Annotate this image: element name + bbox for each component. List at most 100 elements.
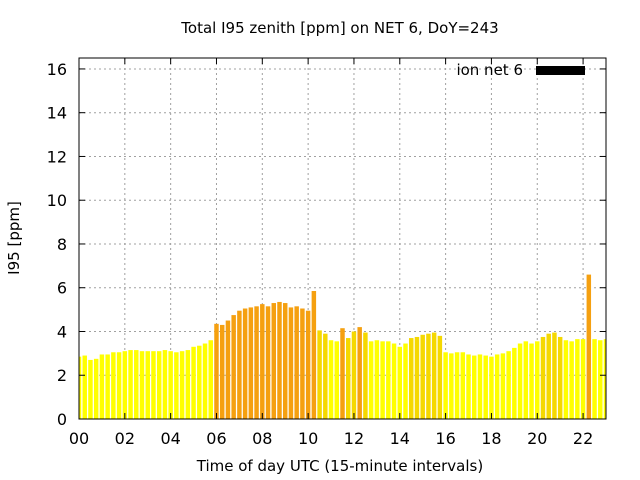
bar	[105, 354, 110, 419]
y-tick-label: 2	[57, 366, 67, 385]
bar	[99, 354, 105, 419]
x-tick-label: 18	[481, 429, 501, 448]
bar	[489, 356, 494, 419]
bar	[586, 274, 592, 419]
bar	[202, 343, 208, 419]
bar	[82, 355, 87, 419]
bar	[151, 351, 156, 419]
bar	[506, 351, 511, 419]
bar	[323, 333, 328, 419]
x-tick-label: 10	[298, 429, 318, 448]
bar	[145, 351, 150, 419]
bar	[139, 351, 145, 419]
bar	[517, 343, 523, 419]
bar	[254, 306, 259, 419]
bar	[403, 343, 408, 419]
bar	[300, 308, 305, 419]
chart-title: Total I95 zenith [ppm] on NET 6, DoY=243	[180, 19, 498, 37]
bar	[529, 343, 534, 419]
y-axis-label: I95 [ppm]	[5, 201, 23, 275]
bar	[477, 354, 483, 419]
bar	[282, 303, 288, 419]
y-tick-label: 0	[57, 410, 67, 429]
bar	[225, 320, 231, 419]
bar	[351, 331, 357, 419]
bar	[116, 352, 122, 419]
x-tick-label: 06	[206, 429, 226, 448]
bar	[454, 352, 460, 419]
bar	[219, 324, 225, 419]
bar	[111, 352, 116, 419]
bar	[512, 347, 517, 419]
bar	[88, 359, 93, 419]
bar	[386, 341, 391, 419]
bar	[483, 355, 488, 419]
bar	[368, 341, 374, 419]
bar	[540, 336, 546, 419]
y-tick-label: 4	[57, 322, 67, 341]
bar	[575, 339, 580, 419]
y-tick-label: 14	[47, 104, 67, 123]
bar	[374, 340, 380, 419]
bar	[414, 336, 420, 419]
bar	[134, 350, 139, 419]
bar	[380, 341, 385, 419]
bar	[357, 327, 362, 419]
bar	[494, 354, 500, 419]
bar	[185, 350, 191, 419]
bar	[328, 340, 334, 419]
bar	[397, 346, 403, 419]
bar	[214, 323, 219, 419]
x-tick-label: 16	[435, 429, 455, 448]
bar	[260, 304, 265, 419]
bar	[563, 340, 569, 419]
bar	[460, 352, 466, 419]
bar	[156, 351, 162, 419]
bar	[179, 351, 185, 419]
x-tick-label: 20	[527, 429, 547, 448]
bar	[168, 351, 173, 419]
bar	[437, 335, 443, 419]
x-tick-label: 14	[390, 429, 410, 448]
y-tick-label: 8	[57, 235, 67, 254]
bar	[248, 307, 254, 419]
bar	[197, 345, 202, 419]
bar	[449, 353, 454, 419]
bar	[162, 350, 168, 419]
y-tick-label: 6	[57, 279, 67, 298]
x-tick-label: 08	[252, 429, 272, 448]
bar	[409, 338, 414, 419]
bar	[598, 340, 603, 419]
bar	[191, 346, 196, 419]
bar	[93, 358, 99, 419]
bars-layer	[79, 274, 606, 419]
bar	[557, 336, 563, 419]
bar	[237, 310, 242, 419]
bar	[305, 310, 311, 419]
bar	[174, 352, 179, 419]
bar	[569, 341, 574, 419]
bar	[265, 306, 271, 419]
x-tick-label: 04	[160, 429, 180, 448]
x-axis-label: Time of day UTC (15-minute intervals)	[196, 457, 483, 475]
bar	[431, 332, 437, 419]
bar	[603, 339, 606, 419]
bar	[363, 332, 368, 419]
bar	[317, 330, 322, 419]
bar	[345, 338, 351, 419]
bar	[79, 356, 82, 419]
bar	[580, 339, 586, 419]
bar	[426, 333, 431, 419]
bar	[552, 332, 557, 419]
bar	[208, 340, 213, 419]
bar	[311, 291, 317, 419]
bar	[466, 354, 471, 419]
bar	[535, 341, 540, 419]
legend-label: ion net 6	[456, 61, 523, 79]
bar	[443, 352, 448, 419]
bar	[242, 308, 248, 419]
bar	[294, 306, 299, 419]
